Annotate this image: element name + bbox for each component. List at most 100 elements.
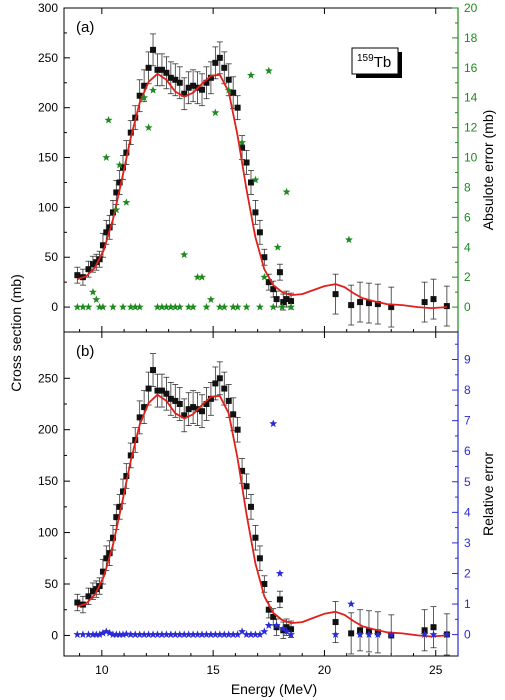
data-point — [190, 404, 197, 411]
error-star — [118, 630, 127, 638]
data-point — [243, 159, 250, 166]
data-point — [216, 375, 223, 382]
data-point — [163, 390, 170, 397]
data-point — [123, 149, 130, 156]
data-point — [276, 269, 283, 276]
y2-tick-label: 5 — [464, 475, 471, 489]
data-point — [239, 144, 246, 151]
error-star — [282, 627, 291, 635]
error-star — [211, 108, 220, 117]
error-star — [269, 302, 278, 311]
data-point — [443, 303, 450, 310]
error-star — [282, 187, 291, 196]
y2-tick-label: 2 — [464, 270, 471, 284]
data-point — [167, 395, 174, 402]
data-point — [181, 90, 188, 97]
y2-tick-label: 8 — [464, 180, 471, 194]
data-point — [150, 367, 157, 374]
error-star — [157, 630, 166, 638]
x-axis-title: Energy (MeV) — [231, 681, 317, 697]
y2-tick-label: 4 — [464, 505, 471, 519]
data-point — [430, 296, 437, 303]
data-point — [430, 624, 437, 631]
y2-tick-label: 6 — [464, 210, 471, 224]
error-star — [144, 123, 153, 132]
error-star — [95, 630, 104, 638]
error-star — [122, 629, 131, 638]
error-star — [246, 71, 255, 79]
data-point — [93, 259, 100, 266]
error-star — [98, 302, 107, 311]
error-star — [238, 627, 247, 635]
y-tick-label: 50 — [45, 577, 59, 591]
data-point — [158, 66, 165, 73]
y2-tick-label: 9 — [464, 353, 471, 367]
error-star — [135, 302, 144, 311]
error-star — [269, 419, 278, 428]
data-point — [89, 261, 96, 268]
data-point — [283, 296, 290, 303]
error-star — [224, 86, 233, 94]
data-point — [357, 627, 364, 634]
data-point — [99, 568, 106, 575]
error-star — [115, 160, 124, 169]
error-star — [104, 115, 113, 124]
y2-tick-label: 8 — [464, 383, 471, 397]
data-point — [127, 129, 134, 136]
error-star — [78, 630, 87, 638]
data-point — [109, 209, 116, 216]
error-star — [442, 630, 451, 638]
y2-tick-label: 18 — [464, 31, 478, 45]
right-axis-title: Absulote error (mb) — [480, 110, 496, 231]
error-star — [171, 302, 180, 311]
data-point — [256, 555, 263, 562]
error-star — [175, 630, 184, 638]
error-star — [260, 627, 269, 635]
error-star — [126, 630, 135, 638]
error-star — [279, 624, 288, 632]
data-point — [127, 452, 134, 459]
data-point — [109, 534, 116, 541]
data-point — [288, 298, 295, 305]
error-star — [140, 630, 149, 638]
error-star — [149, 630, 158, 638]
data-point — [270, 613, 277, 620]
data-point — [154, 387, 161, 394]
y-tick-label: 300 — [38, 1, 58, 15]
error-star — [180, 250, 189, 259]
data-point — [74, 272, 81, 279]
error-star — [166, 630, 175, 638]
x-tick-label: 15 — [206, 663, 220, 677]
y2-tick-label: 7 — [464, 414, 471, 428]
data-point — [348, 630, 355, 637]
plot-area — [73, 33, 450, 328]
data-point — [103, 229, 110, 236]
data-point — [199, 408, 206, 415]
data-point — [230, 89, 237, 96]
error-star — [131, 630, 140, 638]
data-point — [270, 286, 277, 293]
data-point — [252, 209, 259, 216]
data-point — [421, 299, 428, 306]
error-star — [95, 302, 104, 311]
y2-tick-label: 20 — [464, 1, 478, 15]
error-star — [233, 302, 242, 311]
error-star — [118, 302, 127, 311]
panel-b: 10 15 20 250501001502002500123456789Relativ… — [38, 331, 496, 677]
error-star — [373, 630, 382, 638]
y2-tick-label: 6 — [464, 444, 471, 458]
y2-tick-label: 0 — [464, 300, 471, 314]
data-point — [212, 380, 219, 387]
data-point — [106, 224, 113, 231]
error-star — [287, 302, 296, 311]
data-point — [348, 302, 355, 309]
panel-label: (b) — [76, 343, 94, 360]
data-point — [181, 412, 188, 419]
error-star — [84, 302, 93, 311]
data-point — [136, 414, 143, 421]
data-point — [116, 503, 123, 510]
y-tick-label: 0 — [51, 300, 58, 314]
data-point — [167, 74, 174, 81]
data-point — [256, 229, 263, 236]
